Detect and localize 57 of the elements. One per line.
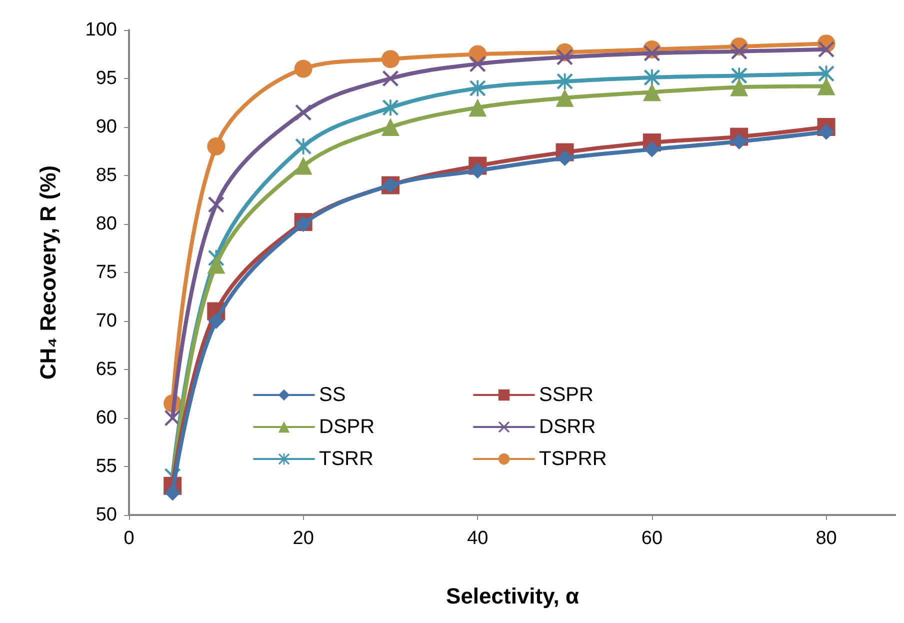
y-tick-label: 55 (96, 456, 117, 477)
point (164, 484, 181, 501)
point (556, 73, 573, 90)
point (731, 43, 748, 60)
point (470, 162, 486, 179)
point (294, 60, 312, 78)
point (556, 150, 573, 166)
point (381, 118, 400, 136)
point (468, 98, 487, 117)
x-tick-label: 20 (292, 528, 314, 549)
legend-label: TSRR (319, 448, 374, 470)
legend-label: DSPR (319, 416, 375, 438)
legend-label: DSRR (539, 416, 596, 438)
x-tick-label: 80 (816, 528, 837, 549)
point (295, 104, 312, 120)
legend-label: SSPR (539, 384, 594, 406)
x-tick-label: 40 (467, 528, 488, 549)
legend-label: TSPRR (539, 448, 607, 470)
y-axis-title: CH₄ Recovery, R (%) (36, 165, 60, 380)
y-tick-label: 90 (96, 116, 117, 138)
point (730, 78, 748, 96)
point (817, 77, 836, 96)
point (556, 88, 574, 107)
point (294, 156, 312, 175)
point (382, 100, 398, 116)
y-tick-label: 100 (85, 20, 117, 40)
point (382, 70, 398, 86)
point (644, 141, 660, 158)
point (644, 70, 660, 86)
point (470, 80, 486, 96)
point (207, 256, 226, 274)
y-tick-label: 60 (96, 408, 117, 428)
y-tick-label: 85 (96, 165, 117, 186)
point (818, 124, 834, 140)
x-axis-title: Selectivity, α (446, 584, 580, 608)
y-tick-label: 50 (96, 504, 117, 526)
y-tick-label: 65 (96, 359, 117, 380)
point (556, 49, 573, 66)
y-tick-label: 75 (96, 262, 117, 283)
point (208, 313, 224, 329)
y-tick-label: 80 (96, 214, 117, 234)
point (731, 134, 748, 150)
point (644, 45, 660, 62)
point (642, 83, 661, 102)
legend-label: SS (319, 384, 346, 406)
point (381, 50, 400, 68)
point (208, 196, 224, 213)
point (818, 41, 834, 58)
point (164, 410, 181, 426)
point (470, 56, 486, 72)
x-tick-label: 0 (124, 528, 134, 549)
x-tick-label: 60 (641, 528, 663, 549)
point (295, 216, 312, 232)
y-tick-label: 70 (96, 310, 117, 332)
point (207, 137, 226, 156)
point (295, 138, 312, 154)
y-tick-label: 95 (96, 68, 117, 89)
